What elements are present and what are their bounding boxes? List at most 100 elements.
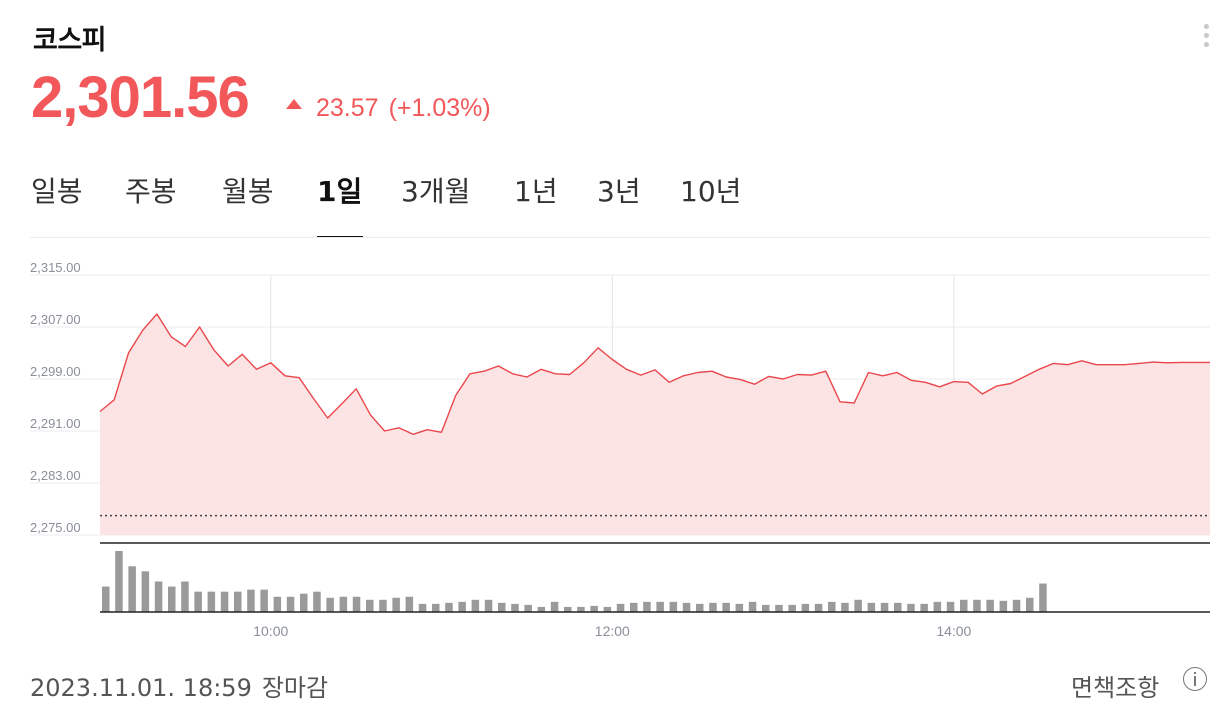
volume-bar xyxy=(484,599,493,612)
volume-bar xyxy=(392,597,400,612)
volume-bar xyxy=(326,597,334,612)
price-area-fill xyxy=(100,314,1210,535)
volume-bar xyxy=(603,606,612,612)
volume-bar xyxy=(115,551,123,612)
tab-10-years[interactable]: 10년 xyxy=(680,175,742,208)
disclaimer-link[interactable]: 면책조항 xyxy=(1071,674,1160,702)
volume-bar xyxy=(973,599,981,612)
volume-bar xyxy=(880,602,889,612)
volume-bar xyxy=(471,599,480,612)
y-tick-label: 2,283.00 xyxy=(30,468,81,483)
change-value: 23.57 xyxy=(316,94,379,122)
divider xyxy=(30,237,1210,238)
volume-bar xyxy=(141,571,150,612)
volume-bar xyxy=(313,591,321,612)
volume-bar xyxy=(234,591,242,612)
volume-bar xyxy=(735,603,744,612)
timestamp: 2023.11.01. 18:59 장마감 xyxy=(30,668,328,703)
y-tick-label: 2,307.00 xyxy=(30,312,81,327)
tab-1-year[interactable]: 1년 xyxy=(514,175,558,208)
volume-bar xyxy=(867,602,876,612)
volume-bar xyxy=(498,602,506,612)
volume-bar xyxy=(260,589,268,612)
y-tick-label: 2,291.00 xyxy=(30,416,81,431)
tab-weekly-candle[interactable]: 주봉 xyxy=(125,175,177,208)
volume-bar xyxy=(273,596,282,612)
volume-bar xyxy=(669,601,678,612)
volume-bar xyxy=(154,581,163,612)
volume-bar xyxy=(366,599,374,612)
more-vertical-icon[interactable] xyxy=(1200,24,1212,52)
volume-bar xyxy=(207,591,216,612)
volume-bar xyxy=(537,606,546,612)
volume-bar xyxy=(616,603,625,612)
volume-bar xyxy=(999,600,1008,612)
volume-bar xyxy=(339,596,348,612)
volume-bar xyxy=(801,603,810,612)
info-icon[interactable] xyxy=(1183,667,1207,691)
tab-monthly-candle[interactable]: 월봉 xyxy=(222,175,274,208)
volume-bar xyxy=(181,581,189,612)
volume-bar xyxy=(920,603,928,612)
volume-bar xyxy=(102,586,110,612)
tab-3-months[interactable]: 3개월 xyxy=(401,175,471,208)
volume-bar xyxy=(946,601,955,612)
volume-bar xyxy=(577,606,585,612)
volume-bar xyxy=(247,589,255,612)
volume-bar xyxy=(379,599,387,612)
volume-bar xyxy=(550,601,559,612)
x-tick-label: 14:00 xyxy=(936,623,971,639)
volume-bar xyxy=(696,603,704,612)
y-tick-label: 2,315.00 xyxy=(30,260,81,275)
volume-bar xyxy=(590,605,598,612)
tab-1-day[interactable]: 1일 xyxy=(317,175,363,208)
price-line xyxy=(99,313,1210,435)
volume-bar xyxy=(841,602,849,612)
volume-bar xyxy=(828,601,836,612)
volume-bar xyxy=(722,602,730,612)
period-tabs: 일봉 주봉 월봉 1일 3개월 1년 3년 10년 xyxy=(0,168,1232,238)
volume-bar xyxy=(511,603,519,612)
volume-bar xyxy=(1026,597,1034,612)
volume-bar xyxy=(564,606,572,612)
market-status: 장마감 xyxy=(261,674,329,702)
tab-daily-candle[interactable]: 일봉 xyxy=(31,175,83,208)
change-percent: (+1.03%) xyxy=(388,94,491,122)
x-tick-label: 10:00 xyxy=(253,623,288,639)
y-tick-label: 2,275.00 xyxy=(30,520,81,535)
volume-bar xyxy=(762,604,770,612)
volume-bar xyxy=(748,601,757,612)
volume-bar xyxy=(643,601,651,612)
volume-bar xyxy=(524,604,532,612)
volume-bar xyxy=(1012,599,1021,612)
volume-bar xyxy=(445,602,453,612)
x-tick-label: 12:00 xyxy=(595,623,630,639)
volume-bar xyxy=(907,603,915,612)
volume-bar xyxy=(458,601,466,612)
volume-bar xyxy=(854,599,862,612)
volume-bar xyxy=(220,591,229,612)
volume-bar xyxy=(682,602,691,612)
volume-bar xyxy=(788,604,796,612)
volume-bar xyxy=(709,602,717,612)
y-tick-label: 2,299.00 xyxy=(30,364,81,379)
volume-bar xyxy=(194,591,202,612)
volume-bar xyxy=(352,596,361,612)
timestamp-value: 2023.11.01. 18:59 xyxy=(30,674,252,702)
volume-bar xyxy=(168,586,176,612)
volume-bar xyxy=(656,601,664,612)
volume-bar xyxy=(128,566,136,612)
volume-bar xyxy=(894,602,902,612)
volume-bar xyxy=(432,603,440,612)
index-title: 코스피 xyxy=(33,25,107,56)
price-change: 23.57 (+1.03%) xyxy=(316,94,491,123)
tab-3-years[interactable]: 3년 xyxy=(597,175,641,208)
volume-bar xyxy=(986,599,994,612)
volume-bar xyxy=(1039,583,1047,612)
volume-bar xyxy=(418,603,427,612)
volume-bar xyxy=(814,603,823,612)
volume-bar xyxy=(630,602,638,612)
volume-bar xyxy=(933,601,942,612)
volume-bar xyxy=(405,596,414,612)
